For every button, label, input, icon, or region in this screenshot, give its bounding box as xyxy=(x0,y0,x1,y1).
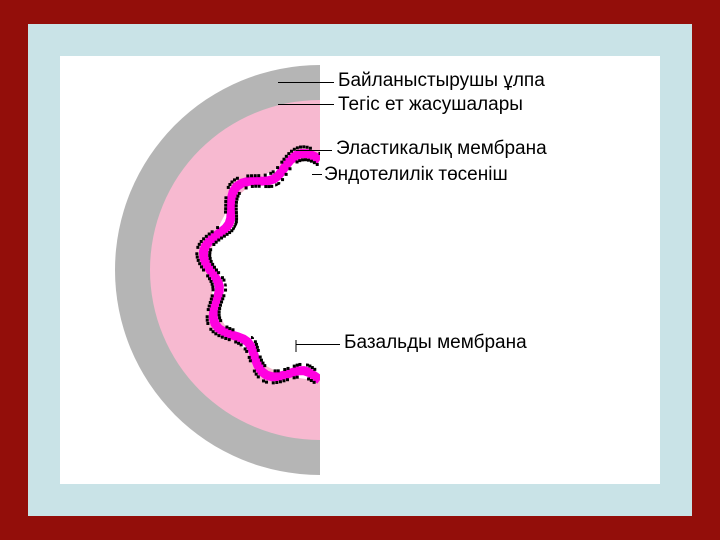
leader-elastic xyxy=(296,150,332,151)
leader-basal xyxy=(296,344,340,345)
figure-area: Байланыстырушы ұлпа Тегіс ет жасушалары … xyxy=(60,56,660,484)
label-smooth-muscle: Тегіс ет жасушалары xyxy=(338,94,523,116)
leader-smooth-muscle xyxy=(278,104,334,105)
label-endothelium: Эндотелилік төсеніш xyxy=(324,164,508,186)
inner-panel: Байланыстырушы ұлпа Тегіс ет жасушалары … xyxy=(28,24,692,516)
leader-endothelium xyxy=(312,174,322,175)
vessel-diagram xyxy=(60,56,660,484)
leader-connective xyxy=(278,82,334,83)
slide-background: Байланыстырушы ұлпа Тегіс ет жасушалары … xyxy=(0,0,720,540)
label-elastic: Эластикалық мембрана xyxy=(336,138,547,160)
label-connective: Байланыстырушы ұлпа xyxy=(338,70,545,92)
label-basal: Базальды мембрана xyxy=(344,332,527,354)
